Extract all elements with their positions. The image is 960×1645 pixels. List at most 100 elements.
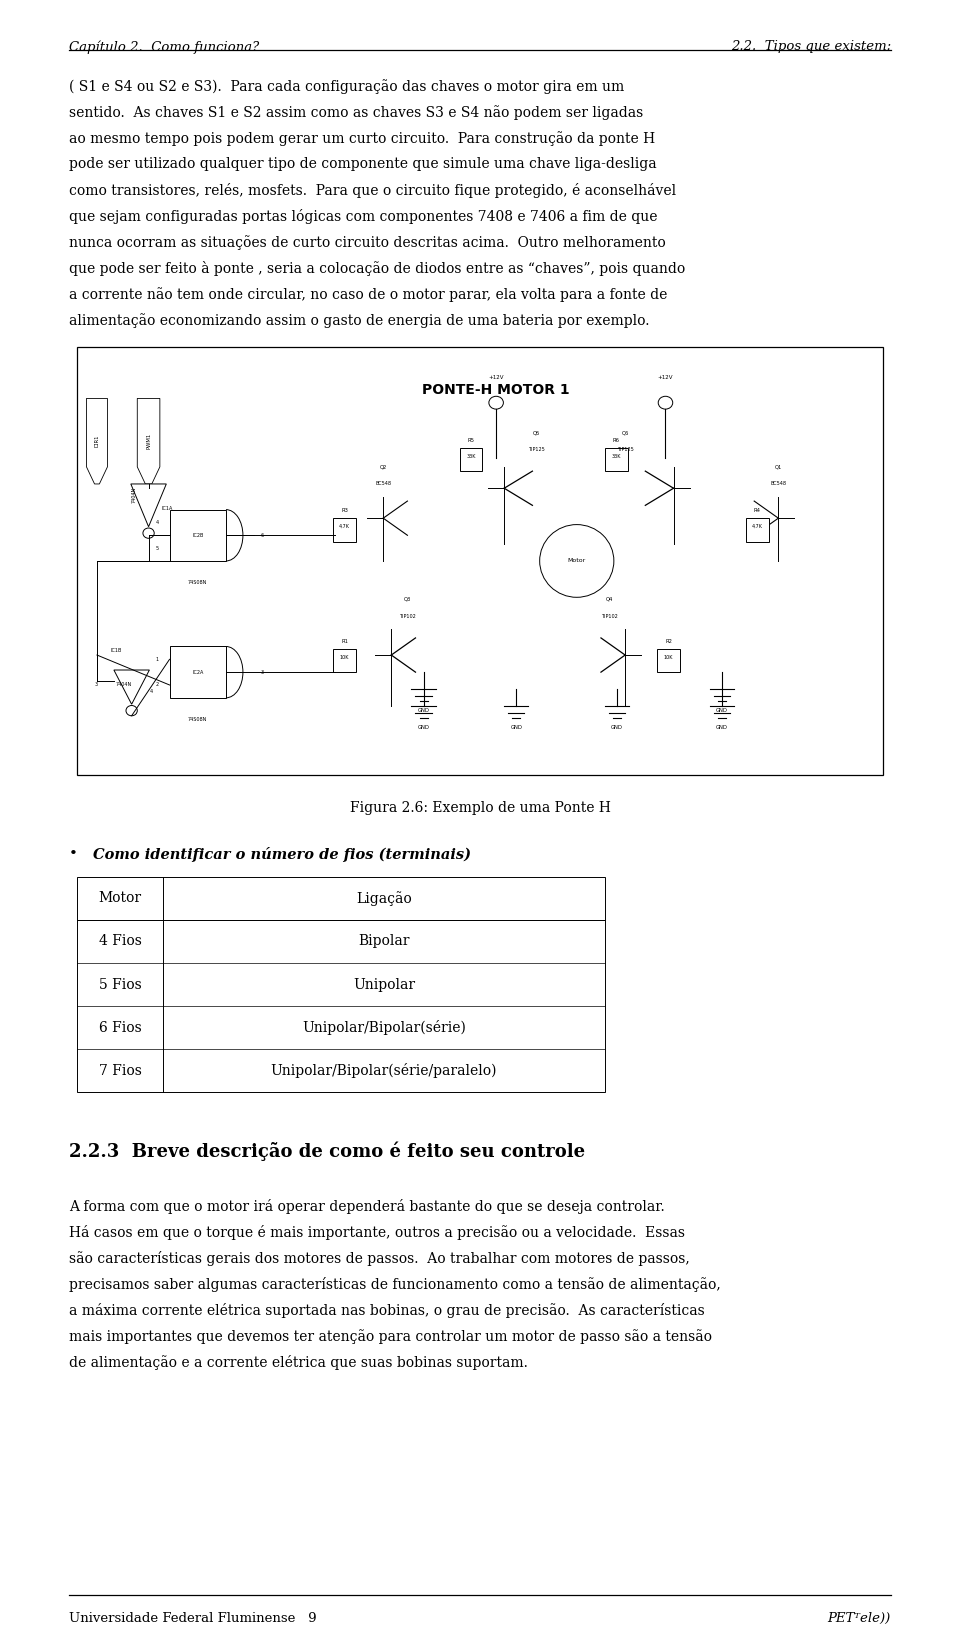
- Text: Bipolar: Bipolar: [358, 934, 410, 949]
- Text: Motor: Motor: [567, 558, 586, 564]
- Text: Unipolar: Unipolar: [353, 977, 415, 992]
- Text: PETᵀele)): PETᵀele)): [828, 1612, 891, 1625]
- Text: 7404N: 7404N: [132, 487, 136, 503]
- Text: Q4: Q4: [606, 597, 612, 602]
- Text: ( S1 e S4 ou S2 e S3).  Para cada configuração das chaves o motor gira em um: ( S1 e S4 ou S2 e S3). Para cada configu…: [69, 79, 624, 94]
- Text: sentido.  As chaves S1 e S2 assim como as chaves S3 e S4 não podem ser ligadas: sentido. As chaves S1 e S2 assim como as…: [69, 105, 643, 120]
- Bar: [77, 877, 605, 1092]
- Text: 74S08N: 74S08N: [188, 579, 207, 586]
- Text: 5 Fios: 5 Fios: [99, 977, 141, 992]
- Polygon shape: [137, 398, 160, 484]
- Text: Motor: Motor: [99, 892, 141, 905]
- Text: 33K: 33K: [612, 454, 621, 459]
- Text: 4,7K: 4,7K: [752, 525, 763, 530]
- Text: GND: GND: [418, 725, 429, 730]
- Text: DIR1: DIR1: [94, 434, 100, 447]
- Text: TIP125: TIP125: [616, 447, 634, 452]
- Ellipse shape: [143, 528, 155, 538]
- Polygon shape: [131, 484, 166, 526]
- Text: pode ser utilizado qualquer tipo de componente que simule uma chave liga-desliga: pode ser utilizado qualquer tipo de comp…: [69, 156, 657, 171]
- Text: IC2B: IC2B: [192, 533, 204, 538]
- Text: 6 Fios: 6 Fios: [99, 1020, 141, 1035]
- Polygon shape: [86, 398, 108, 484]
- Text: alimentação economizando assim o gasto de energia de uma bateria por exemplo.: alimentação economizando assim o gasto d…: [69, 313, 650, 327]
- Text: 3: 3: [261, 670, 264, 674]
- Text: são características gerais dos motores de passos.  Ao trabalhar com motores de p: são características gerais dos motores d…: [69, 1252, 690, 1267]
- Text: precisamos saber algumas características de funcionamento como a tensão de alime: precisamos saber algumas características…: [69, 1277, 721, 1293]
- Text: Q2: Q2: [379, 464, 387, 469]
- Polygon shape: [114, 670, 150, 704]
- Text: Universidade Federal Fluminense   9: Universidade Federal Fluminense 9: [69, 1612, 317, 1625]
- Text: A forma com que o motor irá operar dependerá bastante do que se deseja controlar: A forma com que o motor irá operar depen…: [69, 1199, 665, 1214]
- Text: R2: R2: [665, 638, 672, 643]
- Text: Unipolar/Bipolar(série): Unipolar/Bipolar(série): [302, 1020, 466, 1035]
- Text: R6: R6: [612, 438, 620, 443]
- Text: 4 Fios: 4 Fios: [99, 934, 141, 949]
- Text: ao mesmo tempo pois podem gerar um curto circuito.  Para construção da ponte H: ao mesmo tempo pois podem gerar um curto…: [69, 132, 656, 146]
- Text: Q1: Q1: [775, 464, 782, 469]
- Text: IC2A: IC2A: [192, 670, 204, 674]
- Text: TIP102: TIP102: [399, 614, 416, 619]
- Text: de alimentação e a corrente elétrica que suas bobinas suportam.: de alimentação e a corrente elétrica que…: [69, 1355, 528, 1370]
- Text: que sejam configuradas portas lógicas com componentes 7408 e 7406 a fim de que: que sejam configuradas portas lógicas co…: [69, 209, 658, 224]
- Text: 2.2.3  Breve descrição de como é feito seu controle: 2.2.3 Breve descrição de como é feito se…: [69, 1142, 586, 1161]
- Text: BC548: BC548: [375, 482, 392, 487]
- Text: GND: GND: [511, 725, 522, 730]
- Text: R5: R5: [468, 438, 474, 443]
- Text: que pode ser feito à ponte , seria a colocação de diodos entre as “chaves”, pois: que pode ser feito à ponte , seria a col…: [69, 262, 685, 276]
- Text: 7 Fios: 7 Fios: [99, 1064, 141, 1077]
- Text: +12V: +12V: [658, 375, 673, 380]
- Text: TIP102: TIP102: [601, 614, 617, 619]
- Text: +12V: +12V: [489, 375, 504, 380]
- Text: 33K: 33K: [467, 454, 476, 459]
- Text: como transistores, relés, mosfets.  Para que o circuito fique protegido, é acons: como transistores, relés, mosfets. Para …: [69, 183, 676, 197]
- Ellipse shape: [659, 396, 673, 410]
- Text: GND: GND: [612, 725, 623, 730]
- Text: •: •: [69, 847, 78, 862]
- Text: Capítulo 2.  Como funciona?: Capítulo 2. Como funciona?: [69, 39, 259, 54]
- Text: GND: GND: [716, 725, 728, 730]
- Text: Figura 2.6: Exemplo de uma Ponte H: Figura 2.6: Exemplo de uma Ponte H: [349, 801, 611, 816]
- Text: nunca ocorram as situações de curto circuito descritas acima.  Outro melhorament: nunca ocorram as situações de curto circ…: [69, 235, 666, 250]
- Text: Unipolar/Bipolar(série/paralelo): Unipolar/Bipolar(série/paralelo): [271, 1063, 497, 1077]
- Text: Q3: Q3: [404, 597, 411, 602]
- Text: IC1A: IC1A: [161, 507, 173, 512]
- Text: a corrente não tem onde circular, no caso de o motor parar, ela volta para a fon: a corrente não tem onde circular, no cas…: [69, 286, 667, 301]
- Bar: [170, 510, 226, 561]
- Text: 74S08N: 74S08N: [188, 717, 207, 722]
- Text: 6: 6: [261, 533, 264, 538]
- Text: PONTE-H MOTOR 1: PONTE-H MOTOR 1: [422, 383, 570, 396]
- Text: Como identificar o número de fios (terminais): Como identificar o número de fios (termi…: [93, 847, 471, 862]
- Text: R1: R1: [341, 638, 348, 643]
- Text: R4: R4: [754, 508, 761, 513]
- Bar: [605, 447, 628, 470]
- Ellipse shape: [540, 525, 613, 597]
- Bar: [746, 518, 769, 541]
- Text: R3: R3: [341, 508, 348, 513]
- Text: 10K: 10K: [664, 655, 674, 660]
- Text: 4: 4: [150, 689, 154, 694]
- Text: 5: 5: [156, 546, 159, 551]
- Text: 10K: 10K: [340, 655, 349, 660]
- Text: GND: GND: [716, 707, 728, 714]
- Bar: [460, 447, 483, 470]
- Text: Há casos em que o torque é mais importante, outros a precisão ou a velocidade.  : Há casos em que o torque é mais importan…: [69, 1226, 685, 1240]
- Bar: [333, 518, 356, 541]
- Text: TIP125: TIP125: [528, 447, 545, 452]
- Text: GND: GND: [418, 707, 429, 714]
- Text: 7404N: 7404N: [115, 683, 132, 688]
- Text: IC1B: IC1B: [110, 648, 122, 653]
- Ellipse shape: [489, 396, 503, 410]
- Text: 4,7K: 4,7K: [339, 525, 350, 530]
- Text: a máxima corrente elétrica suportada nas bobinas, o grau de precisão.  As caract: a máxima corrente elétrica suportada nas…: [69, 1303, 705, 1318]
- Text: 2: 2: [156, 683, 159, 688]
- Bar: [77, 347, 883, 775]
- Text: 3: 3: [95, 683, 98, 688]
- Text: PWM1: PWM1: [146, 433, 151, 449]
- Text: Ligação: Ligação: [356, 892, 412, 906]
- Text: 4: 4: [156, 520, 159, 525]
- Text: BC548: BC548: [770, 482, 786, 487]
- Text: Q6: Q6: [621, 429, 629, 436]
- Text: mais importantes que devemos ter atenção para controlar um motor de passo são a : mais importantes que devemos ter atenção…: [69, 1329, 712, 1344]
- Text: Q5: Q5: [533, 429, 540, 436]
